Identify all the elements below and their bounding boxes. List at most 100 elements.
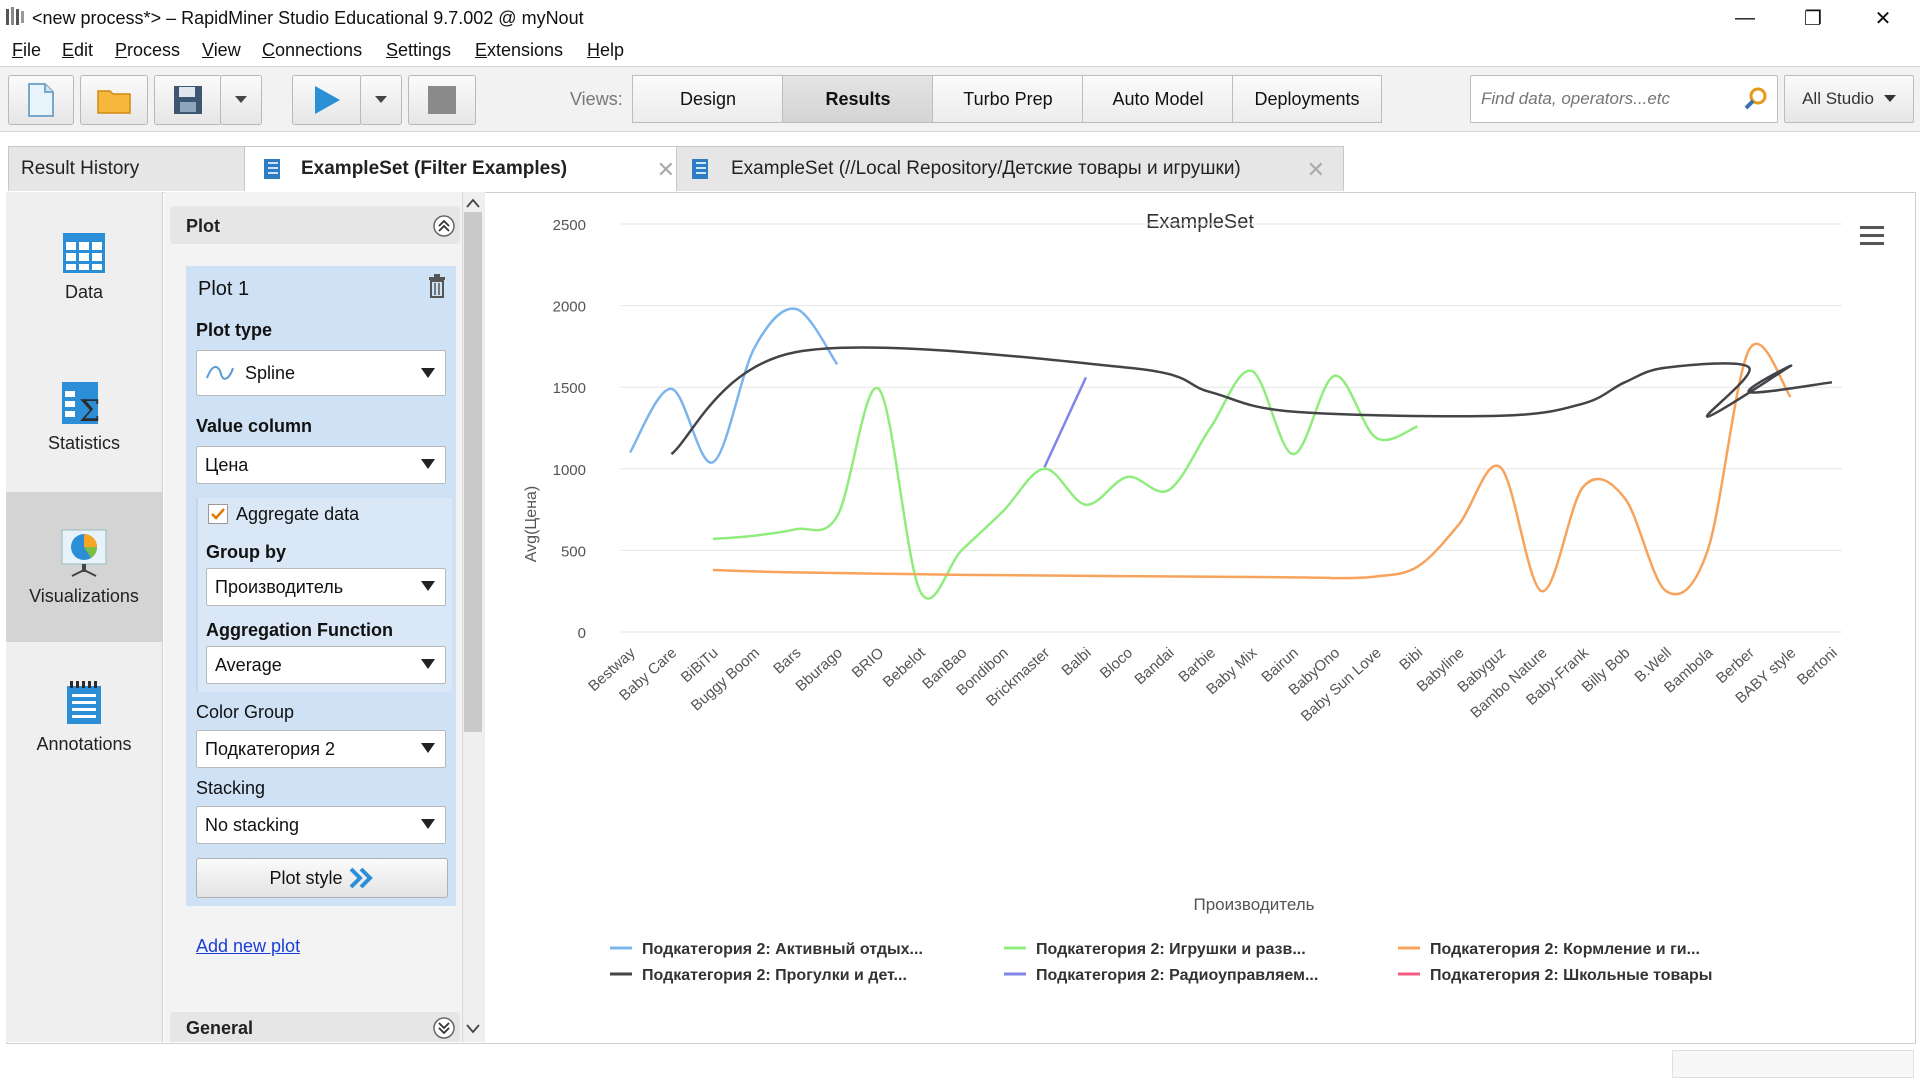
add-new-plot-link[interactable]: Add new plot [196, 936, 301, 956]
save-disk-icon [174, 86, 202, 114]
x-tick-label: Bandai [1131, 644, 1177, 688]
sidebar-item-label: Annotations [36, 733, 132, 754]
title-bar: <new process*> – RapidMiner Studio Educa… [0, 0, 1920, 36]
search-scope-label: All Studio [1802, 89, 1874, 108]
chevron-down-icon [235, 96, 247, 103]
spline-icon [206, 366, 234, 380]
view-auto-model-button[interactable]: Auto Model [1082, 75, 1234, 123]
menu-view[interactable]: View [202, 40, 241, 60]
tab-label: ExampleSet (//Local Repository/Детские т… [731, 158, 1241, 179]
tab-exampleset-filter-examples[interactable]: ExampleSet (Filter Examples) ✕ [244, 146, 694, 191]
result-view-sidebar: Data Σ Statistics Visualizations Annotat… [6, 192, 163, 1042]
y-tick-label: 1500 [553, 380, 586, 397]
series-line[interactable] [670, 346, 1833, 456]
series-line[interactable] [628, 307, 839, 464]
legend-item[interactable]: Подкатегория 2: Прогулки и дет... [610, 967, 907, 984]
sidebar-item-label: Data [64, 281, 104, 302]
legend-item[interactable]: Подкатегория 2: Игрушки и разв... [1004, 941, 1306, 958]
series-line[interactable] [712, 369, 1418, 600]
global-search-box[interactable] [1470, 75, 1778, 123]
restore-button[interactable]: ❐ [1804, 7, 1822, 30]
view-design-button[interactable]: Design [632, 75, 784, 123]
sidebar-item-visualizations[interactable]: Visualizations [6, 492, 162, 642]
stop-process-button[interactable] [408, 75, 476, 125]
y-tick-label: 500 [561, 543, 586, 560]
svg-text:Σ: Σ [79, 394, 100, 425]
trash-icon[interactable] [428, 274, 446, 298]
minimize-button[interactable]: — [1735, 6, 1755, 29]
x-tick-label: Bars [770, 644, 804, 677]
save-process-button[interactable] [154, 75, 222, 125]
run-options-dropdown[interactable] [360, 75, 402, 125]
double-chevron-right-icon [349, 867, 373, 889]
global-search-input[interactable] [1479, 88, 1733, 110]
color-group-label: Color Group [196, 702, 295, 722]
general-section-header[interactable] [170, 1012, 460, 1042]
save-options-dropdown[interactable] [220, 75, 262, 125]
aggregation-function-value: Average [215, 654, 282, 675]
view-deployments-button[interactable]: Deployments [1232, 75, 1382, 123]
menu-bar: File Edit Process View Connections Setti… [0, 36, 1920, 66]
plot-type-select[interactable]: Spline [196, 350, 446, 396]
tab-result-history[interactable]: Result History [8, 146, 254, 191]
menu-edit[interactable]: Edit [62, 40, 94, 60]
menu-process[interactable]: Process [115, 40, 181, 60]
open-process-button[interactable] [80, 75, 148, 125]
aggregation-function-select[interactable]: Average [206, 646, 446, 684]
search-scope-dropdown[interactable]: All Studio [1784, 75, 1914, 123]
tab-label: ExampleSet (Filter Examples) [301, 158, 568, 179]
series-line[interactable] [712, 342, 1792, 596]
menu-settings[interactable]: Settings [386, 40, 452, 60]
color-group-select[interactable]: Подкатегория 2 [196, 730, 446, 768]
statistics-icon: Σ [62, 381, 100, 425]
scroll-up-icon[interactable] [466, 198, 480, 208]
series-line[interactable] [1043, 376, 1088, 468]
legend-item[interactable]: Подкатегория 2: Школьные товары [1398, 967, 1712, 984]
expand-section-icon[interactable] [432, 1016, 456, 1040]
plot-type-label: Plot type [196, 320, 273, 340]
plot-style-button[interactable]: Plot style [196, 858, 448, 898]
stacking-select[interactable]: No stacking [196, 806, 446, 844]
chevron-down-icon [421, 459, 435, 469]
new-process-button[interactable] [8, 75, 74, 125]
x-tick-label: Bertoni [1794, 644, 1841, 688]
view-results-button[interactable]: Results [782, 75, 934, 123]
menu-help[interactable]: Help [587, 40, 625, 60]
stacking-value: No stacking [205, 814, 300, 835]
chevron-down-icon [421, 368, 435, 378]
collapse-section-icon[interactable] [432, 214, 456, 238]
aggregation-function-label: Aggregation Function [206, 620, 393, 640]
tab-exampleset-local-repository[interactable]: ExampleSet (//Local Repository/Детские т… [676, 146, 1344, 191]
sidebar-item-data[interactable]: Data [6, 192, 162, 342]
checkmark-icon [211, 508, 225, 520]
plot-section-header[interactable] [170, 206, 460, 244]
close-window-button[interactable]: ✕ [1874, 7, 1892, 30]
menu-file[interactable]: File [12, 40, 42, 60]
window-title: <new process*> – RapidMiner Studio Educa… [32, 8, 584, 28]
scroll-down-icon[interactable] [466, 1024, 480, 1034]
sidebar-item-annotations[interactable]: Annotations [6, 642, 162, 792]
legend-item[interactable]: Подкатегория 2: Радиоуправляем... [1004, 967, 1318, 984]
menu-extensions[interactable]: Extensions [475, 40, 564, 60]
close-tab-icon[interactable]: ✕ [1306, 157, 1325, 182]
legend-item[interactable]: Подкатегория 2: Кормление и ги... [1398, 941, 1700, 958]
play-icon [315, 86, 340, 114]
results-tab-bar: Result History ExampleSet (Filter Exampl… [0, 136, 1920, 192]
value-column-label: Value column [196, 416, 313, 436]
aggregate-data-checkbox[interactable] [208, 504, 228, 524]
search-icon[interactable] [1743, 86, 1769, 112]
sidebar-item-statistics[interactable]: Σ Statistics [6, 342, 162, 492]
legend-label: Подкатегория 2: Игрушки и разв... [1036, 941, 1306, 958]
exampleset-icon [264, 159, 280, 179]
run-process-button[interactable] [292, 75, 362, 125]
scrollbar-thumb[interactable] [464, 212, 482, 732]
view-turbo-prep-button[interactable]: Turbo Prep [932, 75, 1084, 123]
value-column-select[interactable]: Цена [196, 446, 446, 484]
close-tab-icon[interactable]: ✕ [656, 157, 675, 182]
menu-connections[interactable]: Connections [262, 40, 363, 60]
x-tick-label: Balbi [1058, 644, 1094, 679]
chart-menu-icon[interactable] [1860, 226, 1884, 245]
chevron-down-icon [1883, 95, 1896, 102]
group-by-select[interactable]: Производитель [206, 568, 446, 606]
legend-item[interactable]: Подкатегория 2: Активный отдых... [610, 941, 923, 958]
